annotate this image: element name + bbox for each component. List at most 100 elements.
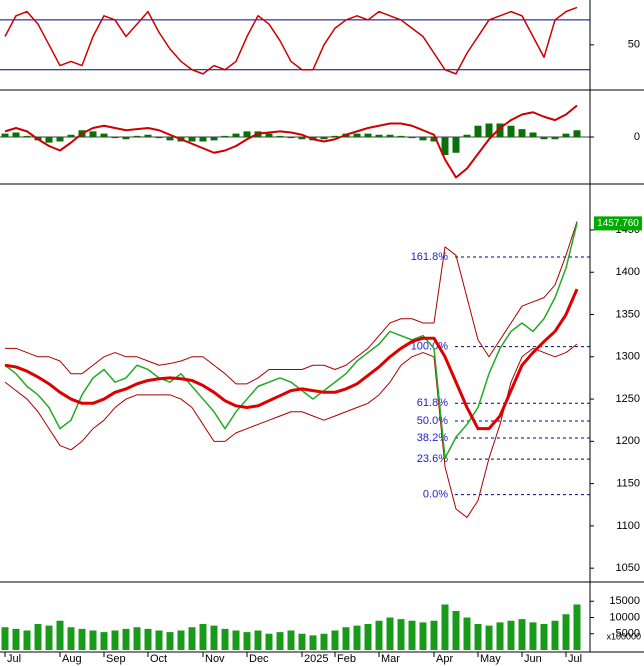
bar	[210, 137, 218, 141]
bar	[441, 604, 449, 650]
series-line	[5, 221, 578, 385]
bar	[12, 628, 20, 650]
bar	[23, 135, 31, 137]
bar	[100, 632, 108, 650]
bar	[496, 622, 504, 650]
fib-label: 50.0%	[417, 415, 448, 427]
bar	[1, 133, 9, 137]
bar	[166, 632, 174, 650]
bar	[529, 132, 537, 137]
bar	[45, 625, 53, 650]
bar	[485, 625, 493, 650]
bar	[573, 604, 581, 650]
bar	[452, 137, 460, 153]
bar	[320, 633, 328, 650]
fib-label: 161.8%	[411, 251, 449, 263]
series-line	[4, 343, 578, 518]
bar	[287, 137, 295, 139]
x-tick-label: Jun	[524, 653, 542, 665]
bar	[320, 137, 328, 140]
bar	[441, 137, 449, 155]
bar	[155, 137, 163, 139]
bar	[452, 610, 460, 650]
series-line	[4, 6, 578, 75]
bar	[397, 619, 405, 650]
bar	[232, 133, 240, 137]
fib-label: 38.2%	[417, 432, 448, 444]
bar	[540, 623, 548, 650]
bar	[408, 620, 416, 650]
x-tick-label: Feb	[337, 653, 356, 665]
bar	[56, 137, 64, 142]
bar	[419, 137, 427, 141]
y-tick-label: 0	[634, 131, 640, 143]
bar	[243, 131, 251, 137]
y-tick-label: 1200	[616, 435, 640, 447]
bar	[89, 131, 97, 137]
x-tick-label: Dec	[249, 653, 269, 665]
bar	[89, 630, 97, 650]
bar	[551, 137, 559, 140]
bar	[144, 628, 152, 650]
bar	[507, 125, 515, 137]
bar	[111, 630, 119, 650]
bar	[342, 627, 350, 650]
y-tick-label: 1400	[616, 266, 640, 278]
bar	[518, 619, 526, 650]
bar	[430, 137, 438, 142]
bar	[276, 632, 284, 650]
bar	[56, 620, 64, 650]
fib-label: 0.0%	[423, 489, 448, 501]
bar	[331, 630, 339, 650]
unit-label: x100000	[606, 631, 641, 641]
bar	[353, 625, 361, 650]
bar	[232, 630, 240, 650]
bar	[397, 135, 405, 137]
bar	[133, 627, 141, 650]
bar	[518, 129, 526, 137]
x-tick-label: Nov	[205, 653, 225, 665]
bar	[485, 123, 493, 137]
bar	[562, 133, 570, 137]
x-tick-label: Jul	[568, 653, 582, 665]
bar	[386, 617, 394, 650]
bar	[463, 134, 471, 137]
bar	[133, 135, 141, 137]
bar	[298, 137, 306, 140]
x-tick-label: Apr	[436, 653, 453, 665]
bar	[474, 125, 482, 137]
bar	[551, 620, 559, 650]
y-tick-label: 5000	[616, 628, 640, 640]
x-tick-label: 2025	[304, 653, 328, 665]
bar	[67, 627, 75, 650]
bar	[507, 620, 515, 650]
bar	[496, 123, 504, 137]
bar	[298, 633, 306, 650]
x-tick-label: Oct	[150, 653, 167, 665]
x-tick-label: Aug	[62, 653, 82, 665]
bar	[67, 134, 75, 137]
bar	[221, 135, 229, 137]
bar	[188, 137, 196, 142]
x-tick-label: Jul	[7, 653, 21, 665]
y-tick-label: 1250	[616, 393, 640, 405]
x-tick-label: May	[480, 653, 501, 665]
bar	[364, 133, 372, 137]
bar	[177, 630, 185, 650]
bar	[100, 133, 108, 137]
y-tick-label: 1350	[616, 308, 640, 320]
bar	[1, 627, 9, 650]
fib-label: 23.6%	[417, 453, 448, 465]
series-line	[4, 104, 578, 179]
bar	[276, 135, 284, 137]
bar	[23, 630, 31, 650]
bar	[463, 617, 471, 650]
bar	[34, 623, 42, 650]
bar	[309, 635, 317, 650]
bar	[364, 623, 372, 650]
last-price-label: 1457.760	[597, 218, 639, 229]
bar	[45, 137, 53, 143]
y-tick-label: 15000	[609, 595, 640, 607]
